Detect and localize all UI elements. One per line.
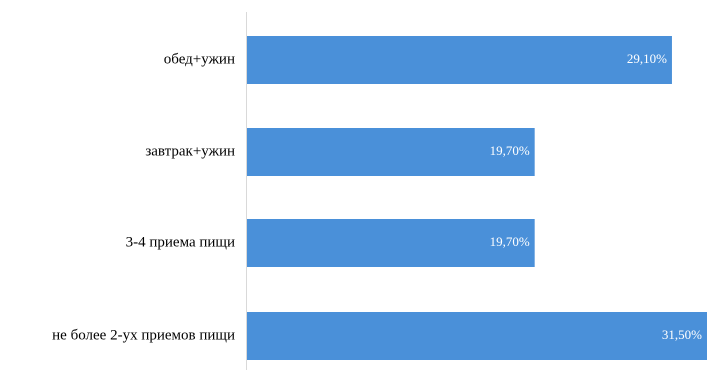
bar <box>247 36 672 84</box>
bars-layer <box>247 36 707 360</box>
data-label: 29,10% <box>627 51 667 66</box>
data-label: 31,50% <box>662 327 702 342</box>
category-label: 3-4 приема пищи <box>126 234 235 250</box>
category-label: не более 2-ух приемов пищи <box>52 327 235 343</box>
bar <box>247 128 535 176</box>
bar <box>247 219 535 267</box>
data-labels-layer: 29,10% 19,70% 19,70% 31,50% <box>490 51 703 342</box>
data-label: 19,70% <box>490 234 530 249</box>
category-label: обед+ужин <box>164 51 235 67</box>
category-labels-layer: обед+ужин завтрак+ужин 3-4 приема пищи не б… <box>52 51 235 343</box>
bar <box>247 312 707 360</box>
data-label: 19,70% <box>490 143 530 158</box>
category-label: завтрак+ужин <box>145 143 235 159</box>
